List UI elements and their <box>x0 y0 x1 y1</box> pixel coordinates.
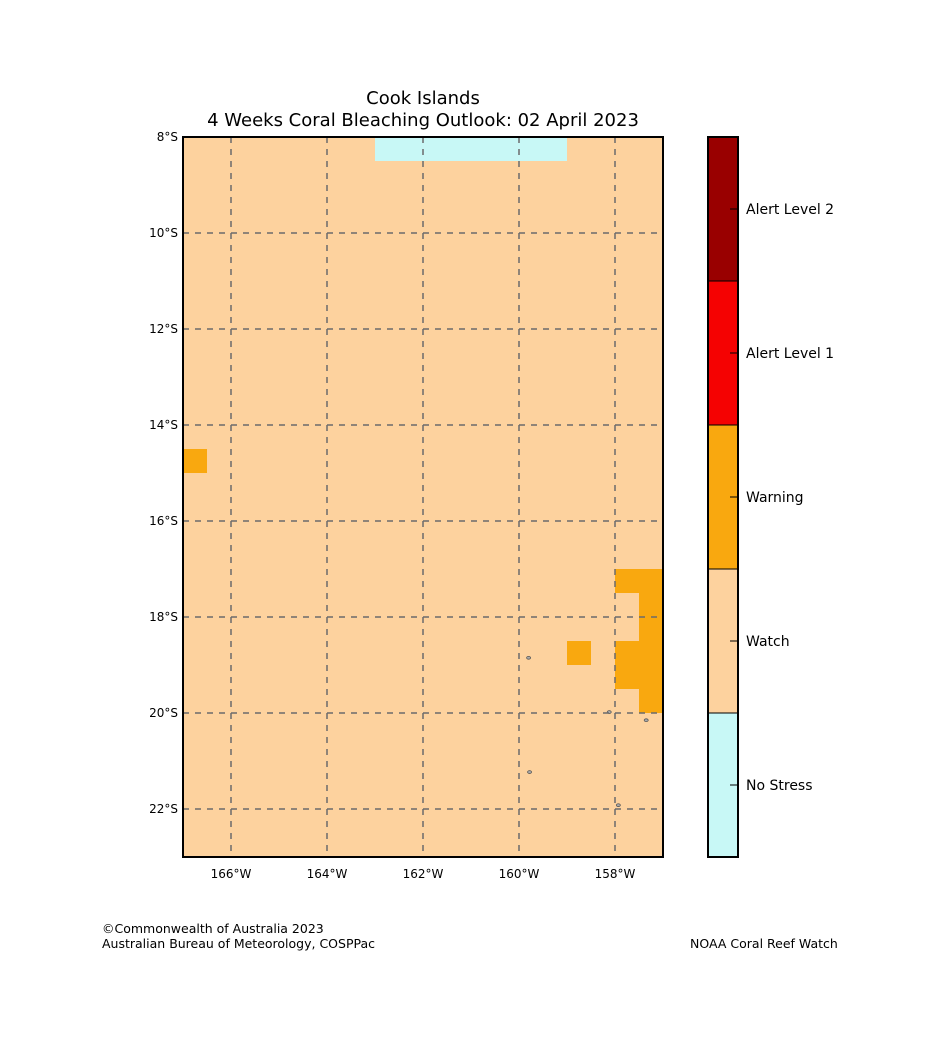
map-frame <box>182 136 664 858</box>
legend-label-watch: Watch <box>746 634 790 650</box>
legend-colorbar: No Stress Watch Warning Alert Level 1 Alert … <box>707 136 834 858</box>
lon-tick-label: 162°W <box>403 867 444 881</box>
noaa-credit: NOAA Coral Reef Watch <box>690 936 838 951</box>
chart-title: Cook Islands 4 Weeks Coral Bleaching Out… <box>183 88 663 132</box>
legend-label-alert1: Alert Level 1 <box>746 346 834 362</box>
lat-tick-label: 10°S <box>149 226 178 240</box>
credit-line-2: Australian Bureau of Meteorology, COSPPa… <box>102 936 375 951</box>
lon-tick-label: 164°W <box>307 867 348 881</box>
island-marker <box>643 718 649 722</box>
legend-frame <box>707 136 739 858</box>
lon-tick-label: 166°W <box>211 867 252 881</box>
islands <box>526 655 649 807</box>
credit-line-1: ©Commonwealth of Australia 2023 <box>102 921 324 936</box>
island-marker <box>615 803 621 807</box>
no-stress-region <box>375 137 567 161</box>
legend-label-alert2: Alert Level 2 <box>746 202 834 218</box>
title-line-1: Cook Islands <box>366 88 480 109</box>
warning-region <box>615 641 663 689</box>
lon-tick-label: 158°W <box>595 867 636 881</box>
legend-label-warning: Warning <box>746 490 804 506</box>
lat-tick-label: 12°S <box>149 322 178 336</box>
warning-region <box>183 449 207 473</box>
copyright-credit: ©Commonwealth of Australia 2023 Australi… <box>102 921 375 951</box>
island-marker <box>527 770 532 774</box>
island-marker <box>526 655 531 660</box>
legend-label-no-stress: No Stress <box>746 778 813 794</box>
lat-tick-label: 18°S <box>149 610 178 624</box>
warning-region <box>639 689 663 713</box>
warning-region <box>567 641 591 665</box>
lat-tick-label: 22°S <box>149 802 178 816</box>
axis-ticks: 8°S 10°S 12°S 14°S 16°S 18°S 20°S 22°S 166°W 164°… <box>149 130 635 881</box>
lon-tick-label: 160°W <box>499 867 540 881</box>
title-line-2: 4 Weeks Coral Bleaching Outlook: 02 Apri… <box>207 110 639 131</box>
lat-tick-label: 16°S <box>149 514 178 528</box>
warning-region <box>615 569 663 593</box>
lat-tick-label: 14°S <box>149 418 178 432</box>
graticule <box>183 137 663 857</box>
lat-tick-label: 8°S <box>157 130 178 144</box>
lat-tick-label: 20°S <box>149 706 178 720</box>
